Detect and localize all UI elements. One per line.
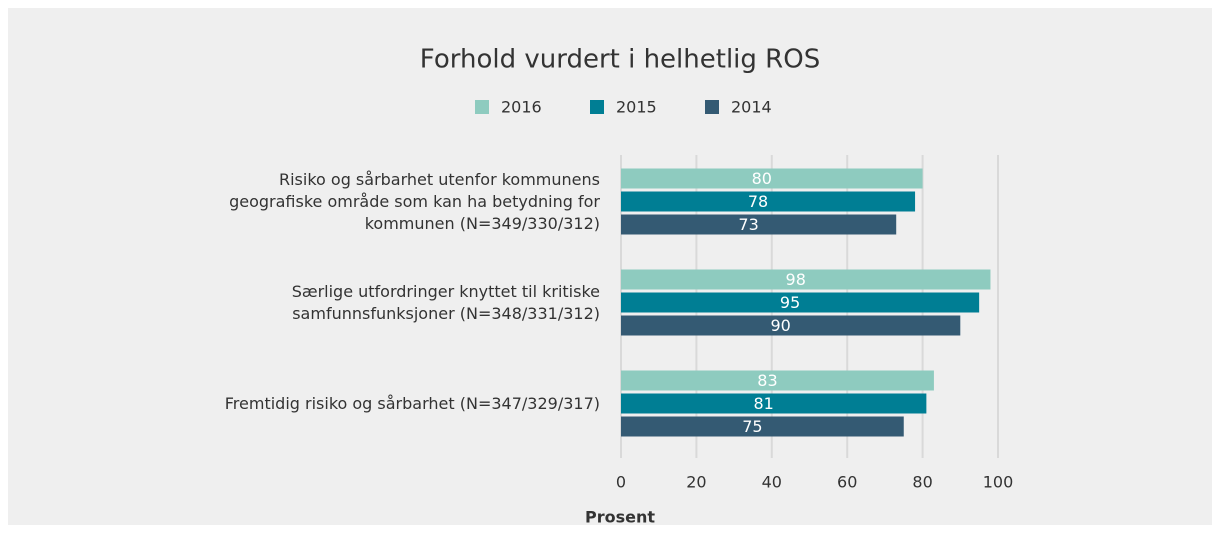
- chart-title: Forhold vurdert i helhetlig ROS: [420, 45, 820, 75]
- legend-swatch: [590, 100, 604, 114]
- legend-swatch: [705, 100, 719, 114]
- x-tick-label: 40: [762, 473, 782, 492]
- data-label: 80: [752, 169, 772, 188]
- data-label: 95: [780, 293, 800, 312]
- legend-label: 2014: [731, 98, 772, 117]
- legend-swatch: [475, 100, 489, 114]
- bar: [621, 315, 961, 336]
- data-label: 78: [748, 192, 768, 211]
- bar: [621, 370, 934, 391]
- bar: [621, 416, 904, 437]
- legend-label: 2015: [616, 98, 657, 117]
- chart-background: [8, 8, 1212, 525]
- legend-label: 2016: [501, 98, 542, 117]
- bar: [621, 292, 980, 313]
- x-axis-label: Prosent: [585, 508, 655, 527]
- bar: [621, 393, 927, 414]
- x-tick-label: 80: [912, 473, 932, 492]
- data-label: 73: [738, 215, 758, 234]
- data-label: 83: [757, 371, 777, 390]
- bar: [621, 168, 923, 189]
- bar: [621, 214, 897, 235]
- x-tick-label: 100: [983, 473, 1014, 492]
- x-tick-label: 20: [686, 473, 706, 492]
- y-tick-label: Risiko og sårbarhet utenfor kommunens ge…: [229, 169, 600, 233]
- bar: [621, 269, 991, 290]
- data-label: 98: [786, 270, 806, 289]
- y-tick-label: Fremtidig risiko og sårbarhet (N=347/329…: [224, 393, 600, 413]
- x-tick-label: 0: [616, 473, 626, 492]
- data-label: 81: [754, 394, 774, 413]
- x-tick-label: 60: [837, 473, 857, 492]
- data-label: 90: [770, 316, 790, 335]
- y-tick-label: Særlige utfordringer knyttet til kritisk…: [291, 281, 600, 323]
- bar: [621, 191, 916, 212]
- data-label: 75: [742, 417, 762, 436]
